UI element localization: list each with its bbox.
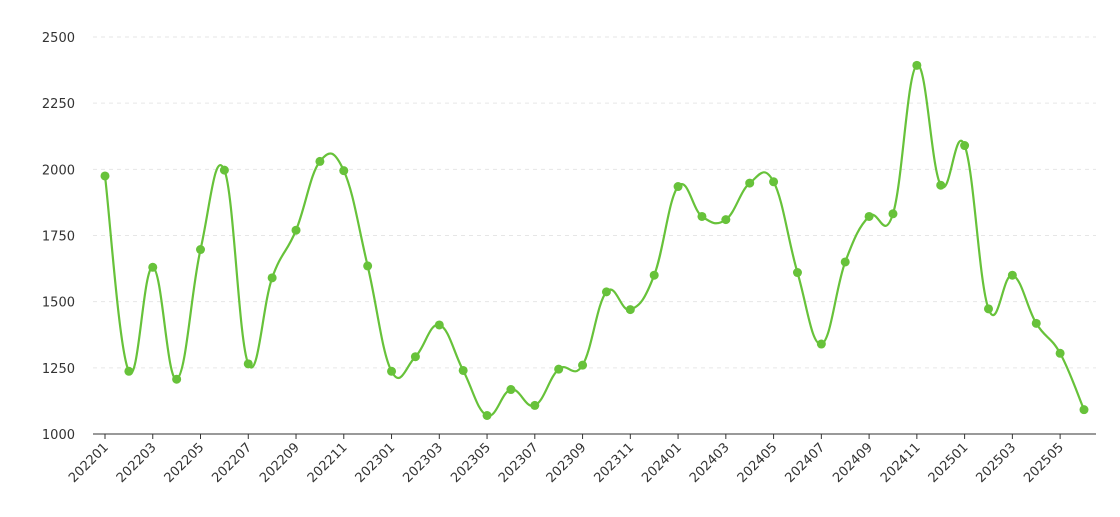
data-point[interactable] (434, 320, 444, 330)
data-point[interactable] (983, 304, 993, 314)
data-point[interactable] (912, 60, 922, 70)
data-point[interactable] (1031, 318, 1041, 328)
x-tick-label: 202309 (544, 440, 590, 486)
data-point[interactable] (482, 410, 492, 420)
data-point[interactable] (673, 182, 683, 192)
grid-lines (93, 36, 1096, 369)
y-tick-label: 1250 (42, 362, 75, 377)
data-point[interactable] (530, 400, 540, 410)
data-point[interactable] (578, 360, 588, 370)
data-point[interactable] (625, 305, 635, 315)
x-tick-label: 202409 (830, 440, 876, 486)
x-tick-label: 202405 (735, 440, 781, 486)
data-point[interactable] (267, 273, 277, 283)
data-point[interactable] (864, 211, 874, 221)
data-point[interactable] (148, 262, 158, 272)
x-tick-label: 202211 (305, 440, 351, 486)
data-point[interactable] (410, 352, 420, 362)
data-point[interactable] (243, 359, 253, 369)
data-point[interactable] (601, 287, 611, 297)
x-tick-label: 202505 (1021, 440, 1067, 486)
data-point[interactable] (219, 165, 229, 175)
x-tick-label: 202411 (878, 440, 924, 486)
x-tick-label: 202205 (162, 440, 208, 486)
x-tick-label: 202501 (926, 440, 972, 486)
data-point[interactable] (697, 211, 707, 221)
y-tick-label: 1750 (42, 230, 75, 245)
x-tick-label: 202305 (448, 440, 494, 486)
data-point[interactable] (291, 225, 301, 235)
data-point[interactable] (649, 270, 659, 280)
x-tick-label: 202401 (639, 440, 685, 486)
x-axis-tick-labels: 202201 202203 202205 202207 202209 202211 2023… (66, 434, 1067, 486)
y-tick-label: 2500 (42, 31, 75, 46)
data-point[interactable] (339, 166, 349, 176)
data-point[interactable] (506, 385, 516, 395)
x-tick-label: 202407 (782, 440, 828, 486)
data-point[interactable] (745, 178, 755, 188)
data-point[interactable] (100, 171, 110, 181)
data-point[interactable] (769, 177, 779, 187)
data-point[interactable] (124, 366, 134, 376)
data-point[interactable] (1007, 270, 1017, 280)
data-point[interactable] (1079, 405, 1089, 415)
x-tick-label: 202201 (66, 440, 112, 486)
data-point[interactable] (840, 257, 850, 267)
data-point[interactable] (792, 268, 802, 278)
x-tick-label: 202303 (400, 440, 446, 486)
x-tick-label: 202207 (209, 440, 255, 486)
y-tick-label: 1500 (42, 296, 75, 311)
y-axis-tick-labels: 1000 1250 1500 1750 2000 2250 2500 (42, 31, 75, 443)
data-point[interactable] (458, 365, 468, 375)
data-point[interactable] (387, 366, 397, 376)
y-tick-label: 2250 (42, 97, 75, 112)
data-point[interactable] (888, 209, 898, 219)
data-point[interactable] (554, 364, 564, 374)
data-point[interactable] (196, 245, 206, 255)
x-tick-label: 202301 (353, 440, 399, 486)
x-tick-label: 202311 (591, 440, 637, 486)
x-tick-label: 202307 (496, 440, 542, 486)
data-point[interactable] (816, 339, 826, 349)
x-tick-label: 202503 (973, 440, 1019, 486)
data-point[interactable] (960, 141, 970, 151)
data-point[interactable] (936, 180, 946, 190)
data-point[interactable] (315, 156, 325, 166)
data-points (100, 60, 1089, 420)
data-point[interactable] (1055, 348, 1065, 358)
y-tick-label: 1000 (42, 428, 75, 443)
y-tick-label: 2000 (42, 163, 75, 178)
data-point[interactable] (721, 215, 731, 225)
data-point[interactable] (363, 261, 373, 271)
x-tick-label: 202203 (114, 440, 160, 486)
x-tick-label: 202403 (687, 440, 733, 486)
data-point[interactable] (172, 374, 182, 384)
x-tick-label: 202209 (257, 440, 303, 486)
